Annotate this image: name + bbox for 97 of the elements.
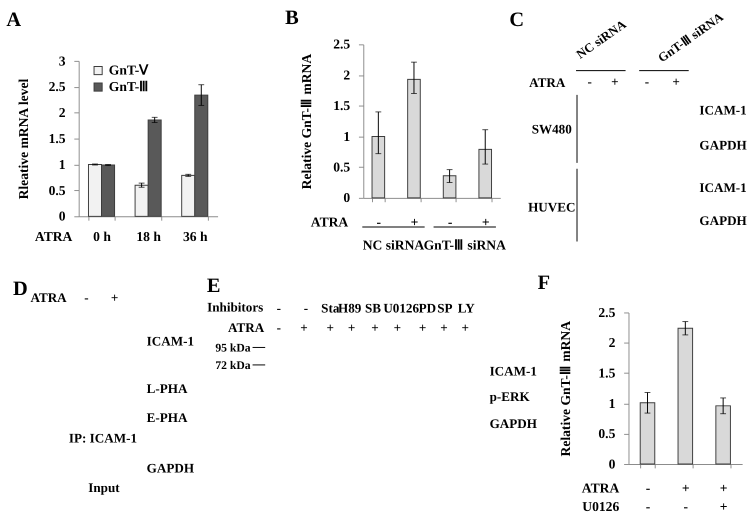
text: -	[587, 74, 592, 90]
y-tick-label: 3	[58, 53, 66, 68]
text: +	[462, 320, 470, 335]
x-axis-title: ATRA	[34, 229, 73, 244]
text: p-ERK	[490, 388, 530, 404]
x-tick-label: 18 h	[136, 229, 162, 244]
y-tick-label: 1	[608, 396, 616, 411]
text: C	[509, 8, 524, 31]
text: +	[418, 320, 426, 335]
y-tick-label: 2	[58, 105, 66, 120]
y-tick-label: 0	[343, 190, 350, 206]
text: ICAM-1	[699, 102, 747, 118]
text: GAPDH	[699, 213, 747, 228]
y-axis-title: Relative GnT-Ⅲ mRNA	[298, 54, 314, 190]
text: SB	[364, 300, 382, 316]
text: GnT-Ⅲ siRNA	[424, 237, 506, 252]
y-tick-label: 1.5	[48, 130, 66, 146]
text: -	[276, 300, 281, 316]
y-tick-label: 1.5	[598, 365, 616, 380]
legend-label: GnT-Ⅲ	[108, 78, 150, 94]
text: 95 kDa	[215, 341, 251, 354]
text: +	[440, 320, 448, 335]
text: NC siRNA	[362, 237, 424, 252]
text: Input	[88, 480, 120, 496]
bar	[442, 175, 456, 198]
text: -	[84, 290, 89, 305]
x-tick-label: 36 h	[182, 229, 208, 244]
y-axis-title: Relative GnT-Ⅲ mRNA	[558, 320, 574, 456]
chart-title: A	[6, 8, 22, 31]
text: +	[672, 74, 680, 90]
y-tick-label: 2.5	[598, 304, 616, 320]
text: GAPDH	[699, 137, 747, 152]
text: -	[644, 74, 650, 90]
y-tick-label: 1	[58, 156, 66, 172]
x-axis-title: ATRA U0126	[582, 480, 620, 514]
x-tick-label: + -	[682, 480, 690, 514]
x-tick-label: - -	[646, 480, 651, 514]
text: Inhibitors	[207, 300, 264, 314]
text: +	[611, 74, 619, 90]
y-tick-label: 2	[343, 67, 350, 82]
text: ICAM-1	[490, 364, 537, 379]
text: LY	[458, 300, 476, 316]
text: GAPDH	[490, 416, 537, 432]
bar	[715, 405, 731, 464]
bar	[372, 136, 386, 198]
legend-label: GnT-Ⅴ	[108, 62, 150, 78]
x-tick-label: +	[482, 214, 490, 230]
y-tick-label: 2	[608, 335, 616, 350]
text: ATRA	[228, 320, 265, 335]
y-tick-label: 0	[58, 208, 66, 224]
text: HUVEC	[528, 199, 576, 214]
text: PD	[418, 300, 436, 316]
chart-title: B	[285, 6, 300, 29]
text: ICAM-1	[146, 333, 194, 348]
y-axis-title: Rleative mRNA level	[16, 78, 32, 200]
text: U0126	[383, 300, 420, 316]
text: -	[276, 320, 281, 335]
y-tick-label: 0.5	[598, 426, 616, 442]
text: +	[110, 290, 118, 305]
y-tick-label: 1.5	[333, 98, 350, 114]
text: +	[371, 320, 379, 335]
bar	[407, 78, 421, 198]
text: +	[326, 320, 334, 335]
y-tick-label: 0.5	[48, 182, 66, 198]
text: ATRA	[30, 290, 68, 305]
text: +	[348, 320, 356, 335]
text: 72 kDa	[215, 358, 251, 372]
x-tick-label: + +	[720, 480, 728, 514]
text: +	[300, 320, 308, 335]
text: SP	[437, 300, 453, 316]
text: GAPDH	[146, 460, 194, 476]
text: E	[206, 275, 221, 298]
y-tick-label: 0.5	[333, 160, 350, 175]
text: ICAM-1	[699, 180, 747, 196]
y-tick-label: 2.5	[333, 36, 350, 52]
text: ATRA	[529, 75, 566, 90]
x-tick-label: -	[448, 214, 453, 230]
x-tick-label: -	[376, 214, 382, 230]
text: D	[13, 278, 28, 300]
text: -	[304, 300, 308, 316]
bar	[640, 402, 656, 464]
y-tick-label: 2.5	[48, 79, 66, 94]
x-axis-title: ATRA	[310, 214, 348, 230]
text: E-PHA	[146, 410, 188, 426]
y-tick-label: 1	[343, 128, 350, 144]
text: L-PHA	[146, 381, 188, 396]
text: IP: ICAM-1	[68, 430, 138, 446]
text: H89	[338, 300, 362, 316]
x-tick-label: +	[410, 214, 419, 230]
chart-title: F	[538, 272, 550, 294]
text: Sta	[321, 300, 340, 316]
y-tick-label: 0	[608, 456, 616, 472]
bar	[678, 328, 694, 464]
bar	[478, 148, 492, 198]
x-tick-label: 0 h	[93, 229, 112, 244]
text: SW480	[532, 122, 572, 137]
text: +	[394, 320, 402, 335]
